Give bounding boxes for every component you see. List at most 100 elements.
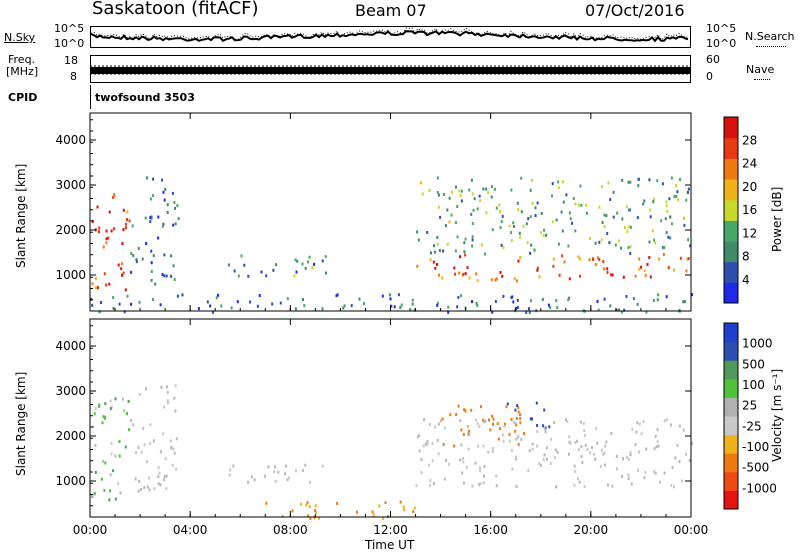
velocity-cell <box>678 460 681 463</box>
power-cell <box>272 268 275 272</box>
power-cell <box>173 278 176 281</box>
power-cell <box>560 210 563 214</box>
velocity-cell <box>583 485 586 489</box>
power-cell <box>421 192 424 196</box>
power-cell <box>592 258 595 262</box>
velocity-cell <box>103 415 106 419</box>
power-cell <box>162 222 165 226</box>
power-cell <box>463 241 466 245</box>
velocity-cell <box>174 384 177 388</box>
power-cell <box>135 260 138 264</box>
velocity-cell <box>165 474 168 478</box>
power-cell <box>428 189 431 192</box>
power-cell <box>557 186 560 190</box>
power-cell <box>162 190 165 194</box>
velocity-cell <box>670 483 673 487</box>
power-cell <box>558 273 561 277</box>
velocity-cell <box>536 444 539 448</box>
velocity-cell <box>681 479 683 483</box>
power-cell <box>687 187 690 191</box>
power-cell <box>615 308 618 312</box>
velocity-cell <box>175 437 178 441</box>
power-cell <box>321 259 324 263</box>
power-cell <box>520 210 523 214</box>
velocity-cell <box>550 437 552 441</box>
power-cell <box>574 229 577 233</box>
power-cell <box>436 176 439 180</box>
power-cell <box>642 202 645 206</box>
power-cell <box>307 260 309 264</box>
velocity-cell <box>544 430 547 434</box>
velocity-cell <box>653 470 656 473</box>
velocity-cell <box>688 459 691 462</box>
power-cell <box>601 221 604 224</box>
velocity-cell <box>104 461 107 465</box>
velocity-cell <box>599 464 602 468</box>
velocity-ylabel: Slant Range [km] <box>14 371 28 476</box>
power-colorbar-segment <box>724 241 738 263</box>
power-ytick-label: 3000 <box>55 178 86 192</box>
power-cell <box>580 203 583 207</box>
velocity-cell <box>580 455 583 458</box>
power-cell <box>451 190 454 194</box>
velocity-cell <box>149 423 152 427</box>
power-cell <box>526 241 529 245</box>
power-cell <box>181 293 184 297</box>
power-cell <box>152 194 155 198</box>
power-cell <box>336 293 339 297</box>
power-cells <box>90 176 693 314</box>
power-cell <box>510 296 513 299</box>
power-cell <box>516 306 519 309</box>
velocity-cell <box>127 399 130 403</box>
power-cell <box>579 184 582 188</box>
power-cell <box>536 268 539 272</box>
power-cell <box>498 203 501 207</box>
velocity-cell <box>460 443 463 447</box>
power-cell <box>438 249 441 252</box>
freq-strip-frame <box>90 55 691 83</box>
velocity-cell <box>307 514 309 518</box>
power-colorbar-frame <box>723 116 739 304</box>
power-cell <box>520 176 523 180</box>
power-cell <box>416 230 419 234</box>
velocity-cell <box>159 483 162 487</box>
velocity-cell <box>492 422 494 426</box>
velocity-cell <box>157 475 160 479</box>
power-cell <box>149 197 152 201</box>
power-cell <box>663 246 666 250</box>
velocity-cell <box>384 501 387 505</box>
nsearch-label: N.Search <box>745 30 795 43</box>
power-cell <box>490 195 493 199</box>
velocity-cell <box>682 428 685 432</box>
power-cell <box>598 240 601 244</box>
velocity-cell <box>148 476 151 480</box>
power-cell <box>163 253 166 257</box>
time-tick-label: 08:00 <box>273 523 308 537</box>
power-cell <box>638 257 641 261</box>
power-cell <box>657 293 659 297</box>
velocity-colorbar-tick-label: 25 <box>742 399 757 413</box>
power-cell <box>294 258 297 262</box>
velocity-colorbar-segment <box>724 397 738 417</box>
power-cell <box>215 296 218 300</box>
velocity-cell <box>422 444 425 448</box>
velocity-cell <box>437 422 440 426</box>
power-cell <box>230 306 233 310</box>
velocity-cell <box>626 456 628 459</box>
power-cell <box>420 181 422 185</box>
velocity-cell <box>429 479 432 483</box>
velocity-colorbar-tick-label: -100 <box>742 440 769 454</box>
power-cell <box>525 311 528 314</box>
power-cell <box>409 308 412 312</box>
velocity-cell <box>467 447 470 451</box>
power-cell <box>519 235 521 239</box>
power-cell <box>220 304 223 308</box>
power-cell <box>411 298 414 302</box>
power-cell <box>105 241 108 245</box>
velocity-cell <box>515 437 518 441</box>
power-cell <box>275 263 278 267</box>
velocity-cell <box>512 420 515 424</box>
power-cell <box>621 178 624 182</box>
power-cell <box>568 211 571 215</box>
power-cell <box>233 269 236 273</box>
